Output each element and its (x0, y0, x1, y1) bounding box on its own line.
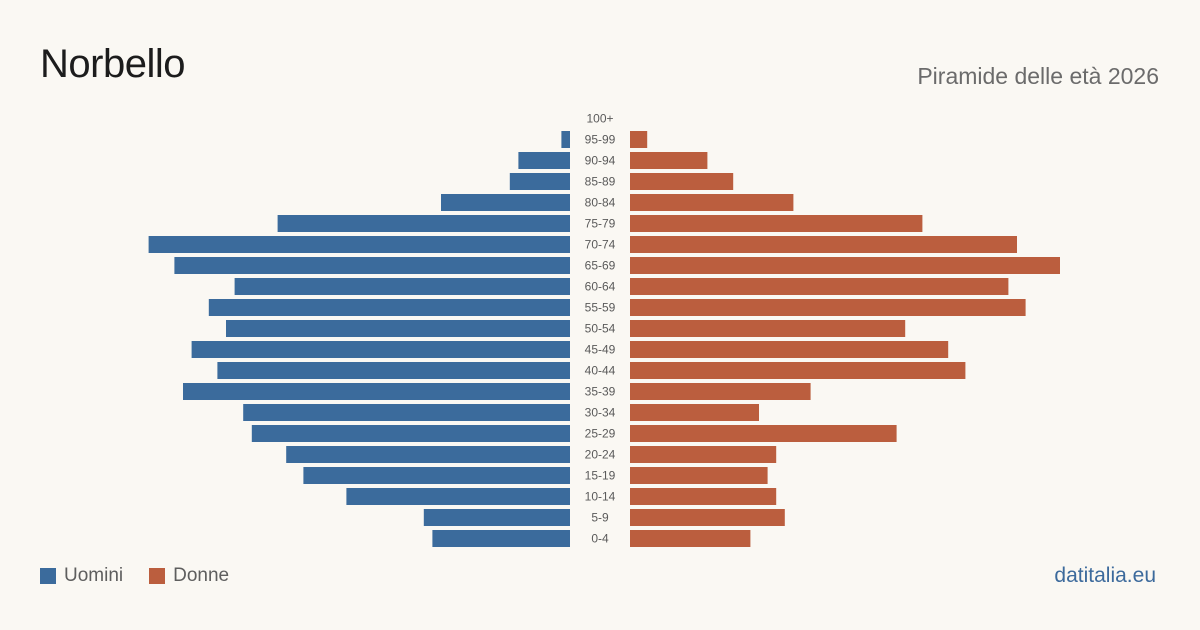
bar-women-65-69 (630, 257, 1060, 274)
source-link[interactable]: datitalia.eu (1054, 564, 1156, 587)
age-label-95-99: 95-99 (585, 133, 616, 147)
age-label-0-4: 0-4 (591, 532, 609, 546)
bar-women-45-49 (630, 341, 949, 358)
bar-men-80-84 (441, 194, 570, 211)
bar-women-85-89 (630, 173, 734, 190)
chart-title: Norbello (40, 42, 185, 86)
bar-women-70-74 (630, 236, 1017, 253)
bar-men-30-34 (243, 404, 570, 421)
bar-women-25-29 (630, 425, 897, 442)
bar-men-50-54 (226, 320, 570, 337)
bar-men-25-29 (251, 425, 571, 442)
bar-men-75-79 (277, 215, 570, 232)
bar-men-15-19 (303, 467, 570, 484)
bar-women-80-84 (630, 194, 794, 211)
bar-women-10-14 (630, 488, 777, 505)
bar-men-65-69 (174, 257, 570, 274)
bar-women-15-19 (630, 467, 768, 484)
bar-men-10-14 (346, 488, 570, 505)
age-label-50-54: 50-54 (585, 322, 616, 336)
age-label-85-89: 85-89 (585, 175, 616, 189)
age-label-30-34: 30-34 (585, 406, 616, 420)
legend-label-men: Uomini (64, 565, 124, 586)
age-label-35-39: 35-39 (585, 385, 616, 399)
legend: Uomini Donne (40, 565, 245, 587)
age-label-60-64: 60-64 (585, 280, 616, 294)
age-label-80-84: 80-84 (585, 196, 616, 210)
age-label-5-9: 5-9 (591, 511, 609, 525)
legend-swatch-men (40, 568, 56, 584)
bar-women-75-79 (630, 215, 923, 232)
bar-women-50-54 (630, 320, 906, 337)
age-label-40-44: 40-44 (585, 364, 616, 378)
bar-men-55-59 (208, 299, 571, 316)
age-label-70-74: 70-74 (585, 238, 616, 252)
bar-men-45-49 (191, 341, 570, 358)
bar-women-40-44 (630, 362, 966, 379)
bar-men-40-44 (217, 362, 570, 379)
bar-men-90-94 (518, 152, 570, 169)
age-label-10-14: 10-14 (585, 490, 616, 504)
age-label-75-79: 75-79 (585, 217, 616, 231)
bar-men-95-99 (561, 131, 570, 148)
age-label-25-29: 25-29 (585, 427, 616, 441)
legend-swatch-women (149, 568, 166, 584)
age-label-20-24: 20-24 (585, 448, 616, 462)
age-label-65-69: 65-69 (585, 259, 616, 273)
bar-men-60-64 (234, 278, 570, 295)
age-label-90-94: 90-94 (585, 154, 616, 168)
bar-men-5-9 (423, 509, 570, 526)
age-label-45-49: 45-49 (585, 343, 616, 357)
bar-men-35-39 (183, 383, 570, 400)
bar-women-5-9 (630, 509, 785, 526)
chart-subtitle: Piramide delle età 2026 (917, 63, 1159, 89)
age-label-15-19: 15-19 (585, 469, 616, 483)
bar-men-0-4 (432, 530, 570, 547)
bar-women-55-59 (630, 299, 1026, 316)
bar-men-20-24 (286, 446, 570, 463)
bar-women-35-39 (630, 383, 811, 400)
age-label-100+: 100+ (586, 112, 613, 126)
bar-women-95-99 (630, 131, 648, 148)
bar-women-0-4 (630, 530, 751, 547)
bar-women-30-34 (630, 404, 759, 421)
legend-label-women: Donne (173, 565, 230, 586)
bar-women-90-94 (630, 152, 708, 169)
bar-women-20-24 (630, 446, 777, 463)
age-label-55-59: 55-59 (585, 301, 616, 315)
bar-women-60-64 (630, 278, 1009, 295)
legend-item-women: Donne (149, 565, 229, 587)
bar-men-85-89 (509, 173, 570, 190)
legend-item-men: Uomini (40, 565, 123, 587)
bar-men-70-74 (148, 236, 570, 253)
